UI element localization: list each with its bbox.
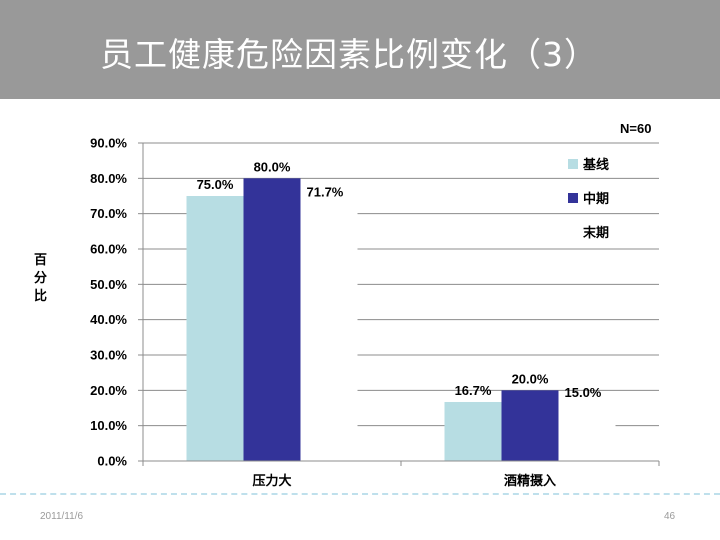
- y-tick-label: 0.0%: [97, 454, 127, 469]
- slide-title: 员工健康危险因素比例变化（3）: [100, 35, 598, 74]
- legend-swatch: [568, 159, 578, 169]
- bars: [186, 178, 616, 462]
- sample-size-annotation: N=60: [620, 121, 651, 136]
- x-axis: 压力大 酒精摄入: [142, 143, 660, 488]
- y-tick-label: 40.0%: [90, 312, 127, 327]
- bar: [186, 196, 244, 461]
- y-axis-ticks: 0.0% 10.0% 20.0% 30.0% 40.0% 50.0% 60.0% 70.0% 8…: [90, 136, 143, 469]
- bar: [444, 401, 502, 461]
- y-tick-label: 30.0%: [90, 348, 127, 363]
- data-label: 20.0%: [512, 371, 549, 386]
- data-label: 16.7%: [455, 383, 492, 398]
- data-label: 71.7%: [307, 185, 344, 200]
- page-number: 46: [664, 511, 676, 522]
- data-label: 80.0%: [254, 159, 291, 174]
- legend-label: 基线: [582, 157, 609, 172]
- legend-swatch: [568, 193, 578, 203]
- legend-label: 中期: [583, 191, 609, 206]
- bar: [243, 178, 301, 462]
- y-axis-label-char: 百: [34, 252, 47, 267]
- data-label: 75.0%: [197, 177, 234, 192]
- y-axis-label-char: 比: [34, 288, 47, 303]
- y-tick-label: 50.0%: [90, 277, 127, 292]
- bar-chart: N=60 百 分 比 0.0% 10.0% 20.0% 30.0% 40.0% 50.0%…: [34, 121, 660, 488]
- title-bar: 员工健康危险因素比例变化（3）: [0, 0, 720, 99]
- x-tick-label: 压力大: [252, 473, 291, 488]
- y-tick-label: 80.0%: [90, 171, 127, 186]
- bar: [501, 390, 559, 461]
- legend-label: 末期: [582, 225, 609, 240]
- data-label: 15.0%: [565, 385, 602, 400]
- footer-divider: [0, 493, 720, 495]
- y-axis-label-char: 分: [34, 270, 47, 285]
- y-axis-label: 百 分 比: [34, 252, 51, 303]
- data-labels: 75.0% 80.0% 71.7% 16.7% 20.0% 15.0%: [197, 159, 602, 400]
- y-tick-label: 70.0%: [90, 206, 127, 221]
- y-tick-label: 60.0%: [90, 242, 127, 257]
- legend-swatch: [568, 227, 578, 237]
- y-tick-label: 20.0%: [90, 383, 127, 398]
- x-tick-label: 酒精摄入: [504, 473, 556, 488]
- y-tick-label: 90.0%: [90, 136, 127, 151]
- footer-date: 2011/11/6: [40, 511, 84, 522]
- bar: [300, 207, 358, 461]
- y-tick-label: 10.0%: [90, 418, 127, 433]
- bar: [558, 408, 616, 461]
